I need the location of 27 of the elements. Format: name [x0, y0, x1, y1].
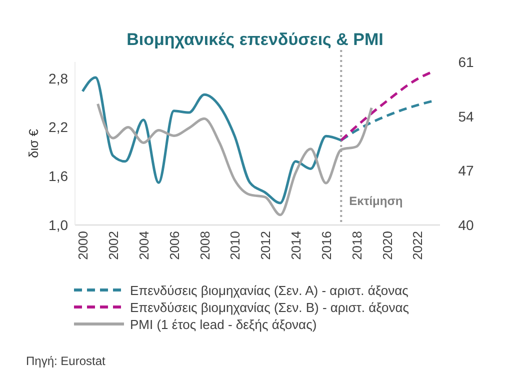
x-tick-label: 2010 — [228, 231, 243, 260]
y-axis-title: δισ € — [26, 128, 41, 158]
x-tick-label: 2018 — [349, 231, 364, 260]
x-tick-label: 2016 — [318, 231, 334, 260]
y2-tick-label: 61 — [458, 54, 474, 70]
legend-label: Επενδύσεις βιομηχανίας (Σεν. Β) - αριστ. άξονας — [130, 300, 410, 315]
x-tick-label: 2020 — [380, 231, 395, 260]
y-tick-label: 1,0 — [48, 217, 68, 233]
y2-tick-label: 47 — [458, 162, 474, 179]
x-tick-label: 2012 — [258, 231, 274, 260]
legend-label: Επενδύσεις βιομηχανίας (Σεν. Α) - αριστ. άξονας — [130, 283, 408, 298]
y-tick-label: 2,2 — [48, 119, 68, 136]
legend-label: PMI (1 έτος lead - δεξής άξονας) — [130, 317, 317, 332]
x-tick-label: 2004 — [136, 231, 152, 260]
x-tick-label: 2000 — [76, 231, 91, 260]
y2-tick-label: 40 — [458, 217, 474, 233]
x-tick-label: 2006 — [166, 231, 182, 260]
x-tick-label: 2008 — [197, 231, 212, 260]
x-tick-label: 2022 — [410, 231, 426, 260]
y-tick-label: 2,8 — [48, 70, 68, 86]
x-tick-label: 2002 — [106, 231, 122, 260]
text: Πηγή: Eurostat — [26, 354, 106, 368]
x-tick-label: 2014 — [288, 231, 304, 260]
ref-line-label: Εκτίμηση — [349, 194, 403, 208]
chart-title: Βιομηχανικές επενδύσεις & PMI — [126, 30, 384, 49]
y2-tick-label: 54 — [458, 108, 474, 124]
y-tick-label: 1,6 — [48, 168, 68, 184]
